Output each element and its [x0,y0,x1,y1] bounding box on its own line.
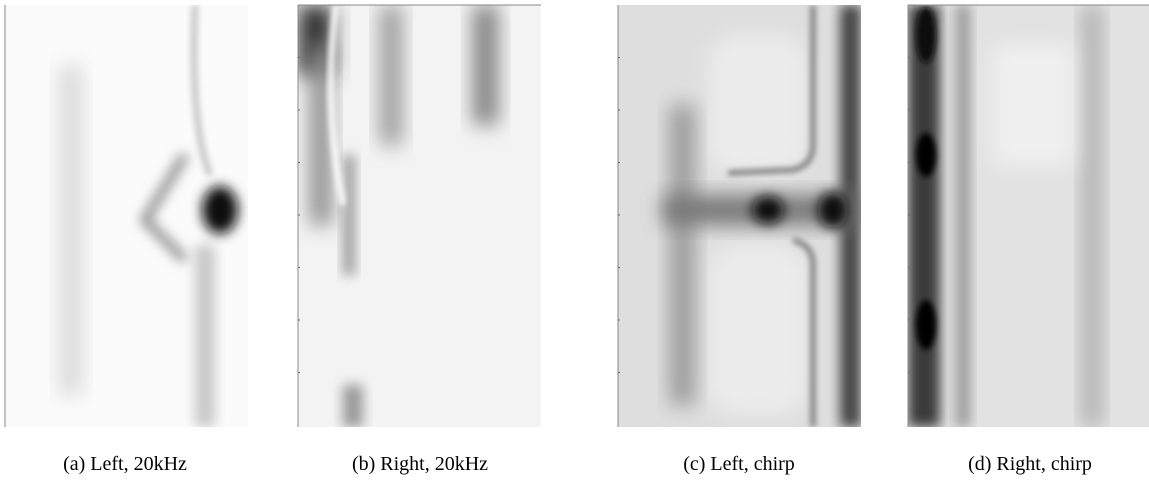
curve [727,5,816,176]
v-shape [139,152,189,264]
stripe [310,45,332,225]
heatmap [908,5,1149,427]
stripe [473,5,498,125]
heatmap [298,5,541,427]
caption: (b) Right, 20kHz [352,453,488,475]
caption: (a) Left, 20kHz [63,453,187,475]
hotspot [818,192,848,228]
background [298,5,541,427]
light-region [708,245,808,415]
stripe [60,65,82,395]
heatmap [5,5,248,427]
curve [327,5,346,206]
stripe [1083,5,1101,427]
stripe [956,5,970,427]
panel-c [617,5,861,427]
light-region [993,45,1073,165]
caption: (c) Left, chirp [683,453,795,475]
curve [190,5,214,177]
stripe [343,155,355,275]
hotspot [916,7,936,63]
panel-d [907,4,1149,427]
panel-a [4,5,248,427]
stripe [908,5,940,427]
hotspot [916,300,936,350]
stripe [670,105,695,405]
stripe [343,385,363,427]
hotspot [916,133,936,177]
panel-b [297,4,541,427]
hotspot [202,186,238,234]
light-region [708,35,808,175]
heatmap [618,5,861,427]
stripe [195,245,215,427]
caption: (d) Right, chirp [968,453,1092,475]
stripe [380,5,402,145]
curve [792,237,816,427]
hotspot [752,196,784,224]
